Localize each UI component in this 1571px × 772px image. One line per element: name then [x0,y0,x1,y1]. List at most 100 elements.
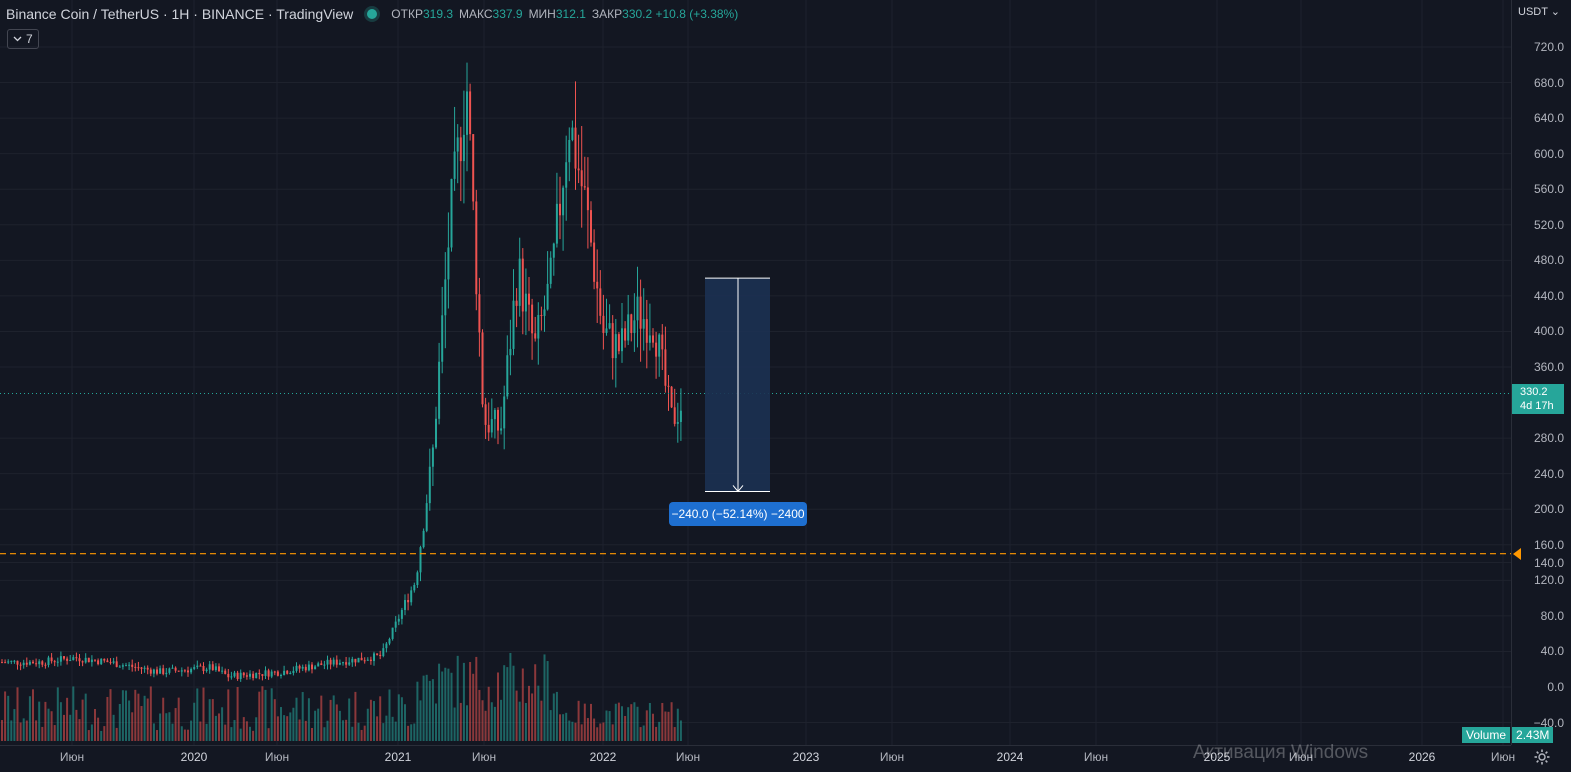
volume-bar [354,691,357,741]
candle-body [348,662,351,665]
volume-bar [125,690,127,741]
volume-bar [298,719,301,741]
candle-body [258,672,261,675]
volume-bar [369,699,372,741]
volume-bar [636,706,639,741]
candle-body [484,404,487,425]
volume-bar [190,720,193,741]
volume-bar [444,667,447,741]
candle-body [1,662,3,664]
price-tick-label: 200.0 [1533,502,1564,517]
price-axis[interactable]: 720.0 680.0 640.0 600.0 560.0 520.0 480.0 440.0… [1511,0,1571,745]
volume-bar [633,702,636,741]
candle-body [323,664,326,666]
volume-bar [493,706,496,741]
candle-body [311,664,313,670]
candle-body [242,672,245,676]
candle-body [614,334,617,359]
open-value: 319.3 [422,7,453,21]
volume-bar [655,726,658,741]
candle-body [373,653,375,662]
volume-bar [540,700,543,741]
alert-marker-icon[interactable] [1513,547,1521,560]
volume-bar [509,652,512,741]
candle-body [283,670,286,676]
volume-bar [366,708,369,741]
volume-bar [428,680,431,741]
candle-body [431,447,434,467]
candle-body [338,662,341,665]
volume-bar [531,693,534,741]
volume-bar [97,717,100,741]
volume-bar [320,695,323,741]
volume-bar [571,721,574,741]
volume-bar [69,714,72,741]
candle-body [211,664,214,671]
candle-body [143,667,146,669]
chart-canvas[interactable] [0,0,1511,745]
volume-bar [168,712,171,741]
chart-area[interactable] [0,0,1511,745]
candle-body [652,335,654,343]
candle-body [472,134,475,202]
candle-body [295,665,298,671]
volume-bar [47,708,50,741]
volume-bar [506,667,509,741]
volume-bar [1,720,3,741]
candle-body [611,323,614,359]
gear-icon[interactable] [1533,748,1551,766]
candle-body [326,659,329,665]
windows-activation-watermark: Активация Windows [1193,742,1369,763]
volume-bar [497,672,499,741]
volume-bar [549,710,552,741]
indicators-toggle-button[interactable]: 7 [7,29,39,49]
candle-body [267,670,270,677]
time-tick-label: 2025 [1203,750,1231,764]
volume-bar [180,726,183,741]
price-tick-label: 520.0 [1533,217,1564,232]
volume-bar [118,703,121,741]
price-tick-label: −40.0 [1533,715,1564,730]
volume-bar [503,665,506,741]
candle-body [202,666,205,671]
volume-bar [100,730,103,741]
candle-body [56,661,59,663]
volume-bar [267,728,270,741]
volume-bar [661,702,664,741]
candle-body [555,203,558,244]
volume-bar [484,710,487,741]
candle-body [636,296,639,321]
volume-bar [162,697,165,741]
volume-bar [149,686,152,741]
time-axis[interactable]: Июн 2020 Июн 2021 Июн 2022 Июн 2023 Июн 2024 Июн 20… [0,745,1515,772]
currency-selector[interactable]: USDT ⌄ [1518,6,1561,18]
candle-body [537,315,540,339]
volume-bar [19,722,22,741]
candle-body [180,670,183,672]
candle-body [94,659,96,661]
volume-bar [258,691,261,741]
candle-body [84,657,87,663]
candle-body [75,657,78,659]
candle-body [280,675,282,677]
candle-body [621,328,623,352]
volume-bar [534,664,537,741]
candle-body [577,168,580,171]
time-tick-label: 2021 [384,750,412,764]
candle-body [435,418,437,448]
candle-body [230,676,233,678]
volume-bar [276,716,279,741]
candle-body [596,281,599,289]
price-tick-label: 720.0 [1533,40,1564,54]
candle-body [397,618,400,622]
volume-bar [593,718,596,741]
candle-body [53,661,56,663]
candle-body [121,665,124,667]
symbol-title[interactable]: Binance Coin / TetherUS · 1H · BINANCE ·… [6,6,354,22]
volume-bar [397,694,400,741]
volume-bar [586,718,589,741]
candle-body [478,294,481,333]
candle-body [128,664,131,666]
volume-bar [379,696,382,741]
candle-body [546,283,549,310]
